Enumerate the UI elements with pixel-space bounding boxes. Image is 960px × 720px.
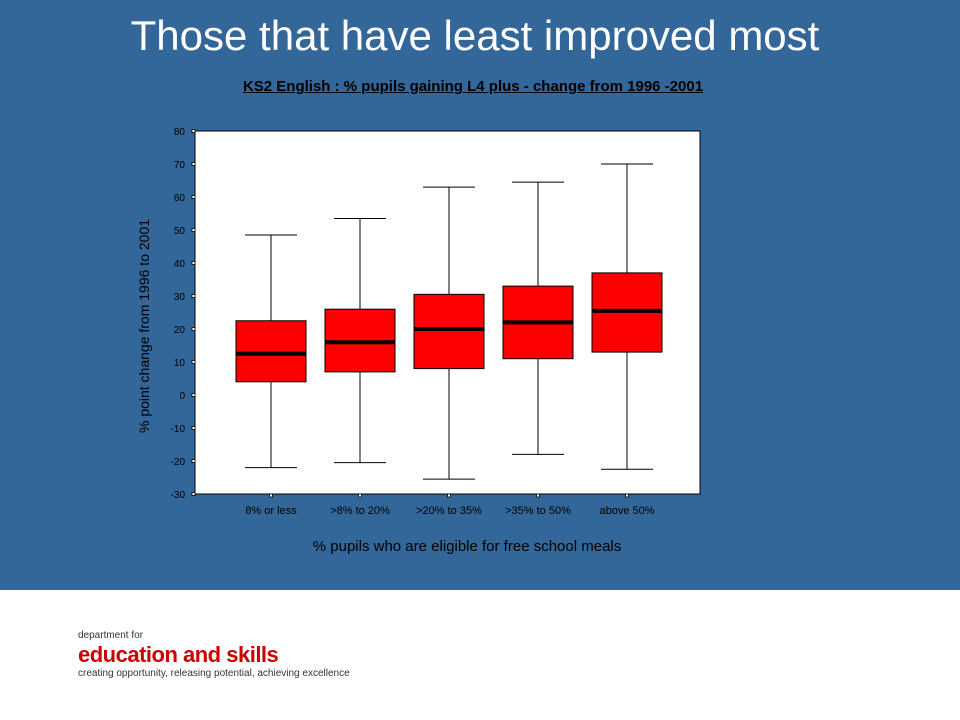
y-tick-label: 10: [174, 358, 186, 369]
x-tick-label: >35% to 50%: [505, 505, 571, 517]
y-tick-mark: [191, 393, 196, 397]
y-tick-mark: [191, 459, 196, 463]
y-tick-label: 50: [174, 226, 186, 237]
x-tick-mark: [358, 493, 362, 498]
x-tick-label: >8% to 20%: [330, 505, 390, 517]
x-tick-label: above 50%: [599, 505, 654, 517]
y-tick-label: 30: [174, 292, 186, 303]
x-axis-label: % pupils who are eligible for free schoo…: [312, 538, 622, 555]
y-tick-label: -20: [171, 457, 186, 468]
y-tick-mark: [191, 327, 196, 331]
y-tick-label: -30: [171, 490, 186, 501]
x-tick-mark: [625, 493, 629, 498]
box-iqr: [413, 293, 485, 370]
boxes-group: [235, 163, 663, 480]
slide-title: Those that have least improved most: [130, 12, 820, 59]
x-tick-mark: [536, 493, 540, 498]
logo-line-education-and-skills: education and skills: [78, 642, 279, 667]
y-tick-mark: [191, 195, 196, 199]
box-plot-chart: -30 -20 -10 0 10 20 30 40 50 60 70 80 8% or less >8%…: [171, 127, 701, 517]
y-tick-label: 20: [174, 325, 186, 336]
y-tick-label: 80: [174, 127, 186, 138]
dfes-logo: department for education and skills crea…: [78, 630, 350, 680]
y-tick-label: 60: [174, 193, 186, 204]
y-tick-mark: [191, 129, 196, 133]
x-tick-mark: [269, 493, 273, 498]
y-tick-mark: [191, 426, 196, 430]
logo-line-department: department for: [78, 630, 144, 641]
y-tick-mark: [191, 162, 196, 166]
x-tick-mark: [447, 493, 451, 498]
y-tick-mark: [191, 492, 196, 496]
y-tick-mark: [191, 261, 196, 265]
logo-line-tagline: creating opportunity, releasing potentia…: [78, 668, 350, 679]
chart-title: KS2 English : % pupils gaining L4 plus -…: [242, 78, 704, 95]
y-tick-mark: [191, 360, 196, 364]
y-axis-label: % point change from 1996 to 2001: [136, 218, 152, 434]
x-tick-label: >20% to 35%: [416, 505, 482, 517]
y-tick-mark: [191, 294, 196, 298]
y-tick-label: 0: [179, 391, 185, 402]
x-axis: 8% or less >8% to 20% >20% to 35% >35% to 5…: [245, 493, 655, 517]
y-tick-label: -10: [171, 424, 186, 435]
y-tick-label: 70: [174, 160, 186, 171]
box-iqr: [235, 320, 307, 383]
y-axis: -30 -20 -10 0 10 20 30 40 50 60 70 80: [171, 127, 196, 501]
y-tick-mark: [191, 228, 196, 232]
y-tick-label: 40: [174, 259, 186, 270]
x-tick-label: 8% or less: [245, 505, 297, 517]
